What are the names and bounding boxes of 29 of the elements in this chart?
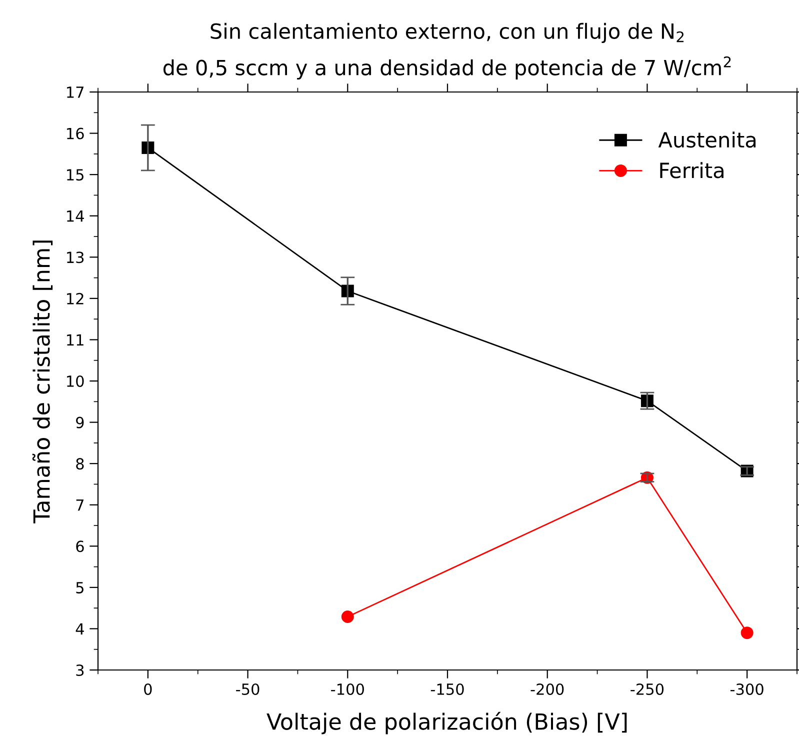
- x-tick-label: 0: [144, 683, 152, 696]
- x-axis-title: Voltaje de polarización (Bias) [V]: [266, 712, 627, 734]
- chart-title: Sin calentamiento externo, con un flujo de N$_{2}$ de 0,5 sccm y a una densidad de potencia de 7 W/cm$^{2}$: [163, 22, 731, 80]
- y-tick-label: 8: [76, 458, 84, 470]
- y-tick-label: 17: [67, 86, 84, 98]
- point: [341, 610, 354, 623]
- y-axis-title: Tamaño de cristalito [nm]: [32, 240, 53, 524]
- y-tick-label: 12: [67, 292, 84, 304]
- y-tick-label: 14: [67, 210, 84, 222]
- y-tick-label: 13: [67, 252, 84, 264]
- y-tick-label: 16: [67, 128, 84, 140]
- legend-label: Ferrita: [660, 162, 724, 178]
- y-tick-label: 15: [67, 169, 84, 181]
- y-tick-label: 3: [76, 664, 84, 676]
- y-tick-label: 4: [76, 623, 84, 635]
- y-tick-label: 10: [67, 375, 84, 388]
- y-tick-label: 6: [76, 540, 84, 552]
- x-tick-label: -100: [331, 683, 364, 696]
- y-tick-label: 7: [76, 500, 84, 511]
- y-tick-label: 5: [76, 582, 84, 594]
- point: [740, 626, 754, 640]
- legend-label: Austenita: [658, 132, 756, 148]
- x-tick-label: -50: [236, 683, 260, 696]
- x-tick-label: -200: [530, 683, 564, 696]
- x-tick-label: -300: [730, 683, 764, 696]
- x-tick-label: -250: [630, 683, 664, 696]
- y-tick-label: 11: [67, 334, 84, 346]
- x-tick-label: -150: [430, 683, 464, 696]
- y-tick-label: 9: [76, 416, 84, 428]
